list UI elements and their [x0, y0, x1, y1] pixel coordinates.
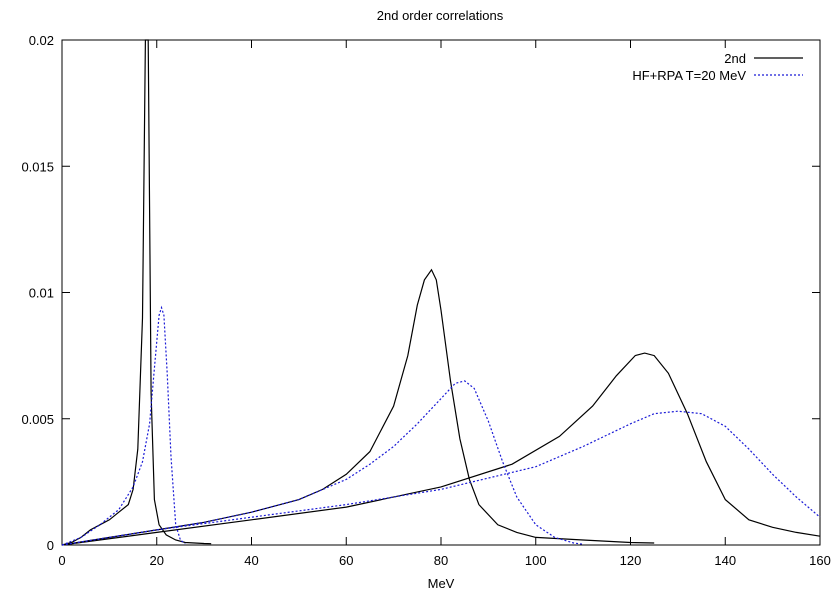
chart-title: 2nd order correlations — [377, 8, 504, 23]
series-1-curve-0 — [61, 305, 186, 546]
x-tick-label: 20 — [150, 553, 164, 568]
x-tick-label: 100 — [525, 553, 547, 568]
y-tick-label: 0.02 — [29, 33, 54, 48]
y-tick-label: 0.015 — [21, 159, 54, 174]
plot-frame — [61, 39, 821, 546]
x-tick-label: 0 — [58, 553, 65, 568]
y-axis: 0 0.005 0.01 0.015 0.02 — [21, 33, 820, 553]
series-1-curve-1 — [61, 380, 584, 546]
legend-label: 2nd — [724, 51, 746, 66]
series-0-curve-2 — [61, 352, 821, 546]
x-tick-label: 120 — [620, 553, 642, 568]
y-tick-label: 0 — [47, 538, 54, 553]
x-tick-label: 60 — [339, 553, 353, 568]
legend-label: HF+RPA T=20 MeV — [632, 68, 746, 83]
x-axis: 0 20 40 60 80 100 120 140 160 — [58, 40, 831, 568]
series-0-curve-0 — [61, 39, 212, 546]
series-1-curve-2 — [61, 410, 821, 546]
y-tick-label: 0.005 — [21, 412, 54, 427]
x-tick-label: 80 — [434, 553, 448, 568]
x-tick-label: 140 — [714, 553, 736, 568]
y-tick-label: 0.01 — [29, 286, 54, 301]
x-axis-label: MeV — [428, 576, 455, 591]
x-tick-label: 40 — [244, 553, 258, 568]
x-tick-label: 160 — [809, 553, 831, 568]
legend: 2nd HF+RPA T=20 MeV — [632, 51, 803, 83]
series-layer — [61, 39, 821, 546]
